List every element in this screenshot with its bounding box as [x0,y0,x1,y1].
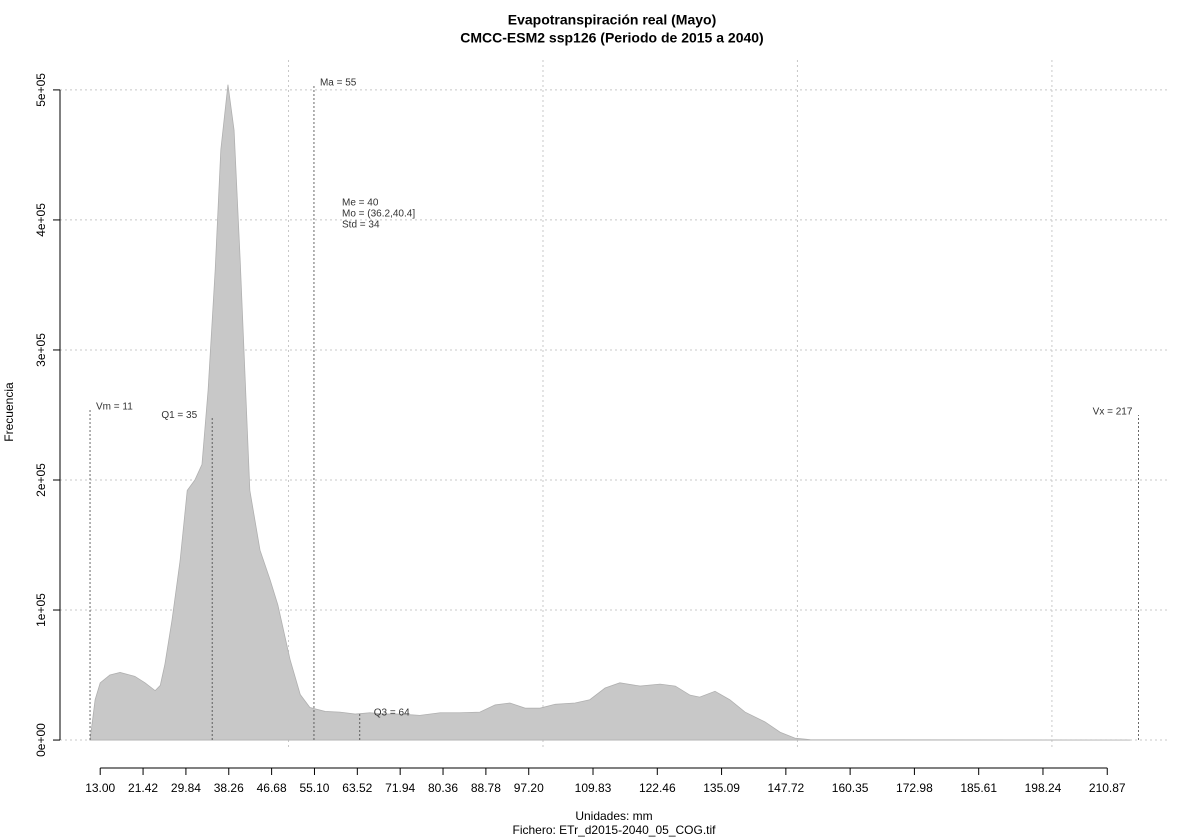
caption: Fichero: ETr_d2015-2040_05_COG.tif [513,823,717,837]
x-tick-label: 172.98 [896,781,933,795]
x-tick-label: 135.09 [703,781,740,795]
x-tick-label: 55.10 [299,781,329,795]
x-tick-label: 21.42 [128,781,158,795]
y-tick-label: 5e+05 [34,73,48,107]
stat-label: Q3 = 64 [374,708,410,719]
x-tick-label: 29.84 [171,781,201,795]
y-axis-label: Frecuencia [2,382,16,442]
y-tick-label: 1e+05 [34,593,48,627]
chart-title: Evapotranspiración real (Mayo) [508,12,717,28]
x-tick-label: 13.00 [85,781,115,795]
stat-label: Q1 = 35 [161,410,197,421]
stat-label: Vx = 217 [1093,407,1133,418]
x-axis-label: Unidades: mm [575,809,652,823]
y-tick-label: 2e+05 [34,463,48,497]
stat-label: Vm = 11 [96,401,133,412]
annotation: Mo = (36.2,40.4] [342,209,415,220]
x-tick-label: 63.52 [342,781,372,795]
x-tick-label: 185.61 [960,781,997,795]
x-tick-label: 160.35 [832,781,869,795]
annotation: Me = 40 [342,198,379,209]
x-tick-label: 109.83 [575,781,612,795]
density-area [89,84,1131,741]
x-tick-label: 71.94 [385,781,415,795]
stat-label: Ma = 55 [320,77,357,88]
x-tick-label: 88.78 [471,781,501,795]
chart-subtitle: CMCC-ESM2 ssp126 (Periodo de 2015 a 2040… [460,30,763,46]
x-tick-label: 198.24 [1025,781,1062,795]
y-tick-label: 3e+05 [34,333,48,367]
x-tick-label: 147.72 [767,781,804,795]
x-tick-label: 38.26 [214,781,244,795]
x-tick-label: 122.46 [639,781,676,795]
x-tick-label: 46.68 [257,781,287,795]
y-tick-label: 4e+05 [34,203,48,237]
annotation: Std = 34 [342,220,380,231]
y-tick-label: 0e+00 [34,723,48,757]
x-tick-label: 80.36 [428,781,458,795]
x-tick-label: 210.87 [1089,781,1126,795]
x-tick-label: 97.20 [514,781,544,795]
